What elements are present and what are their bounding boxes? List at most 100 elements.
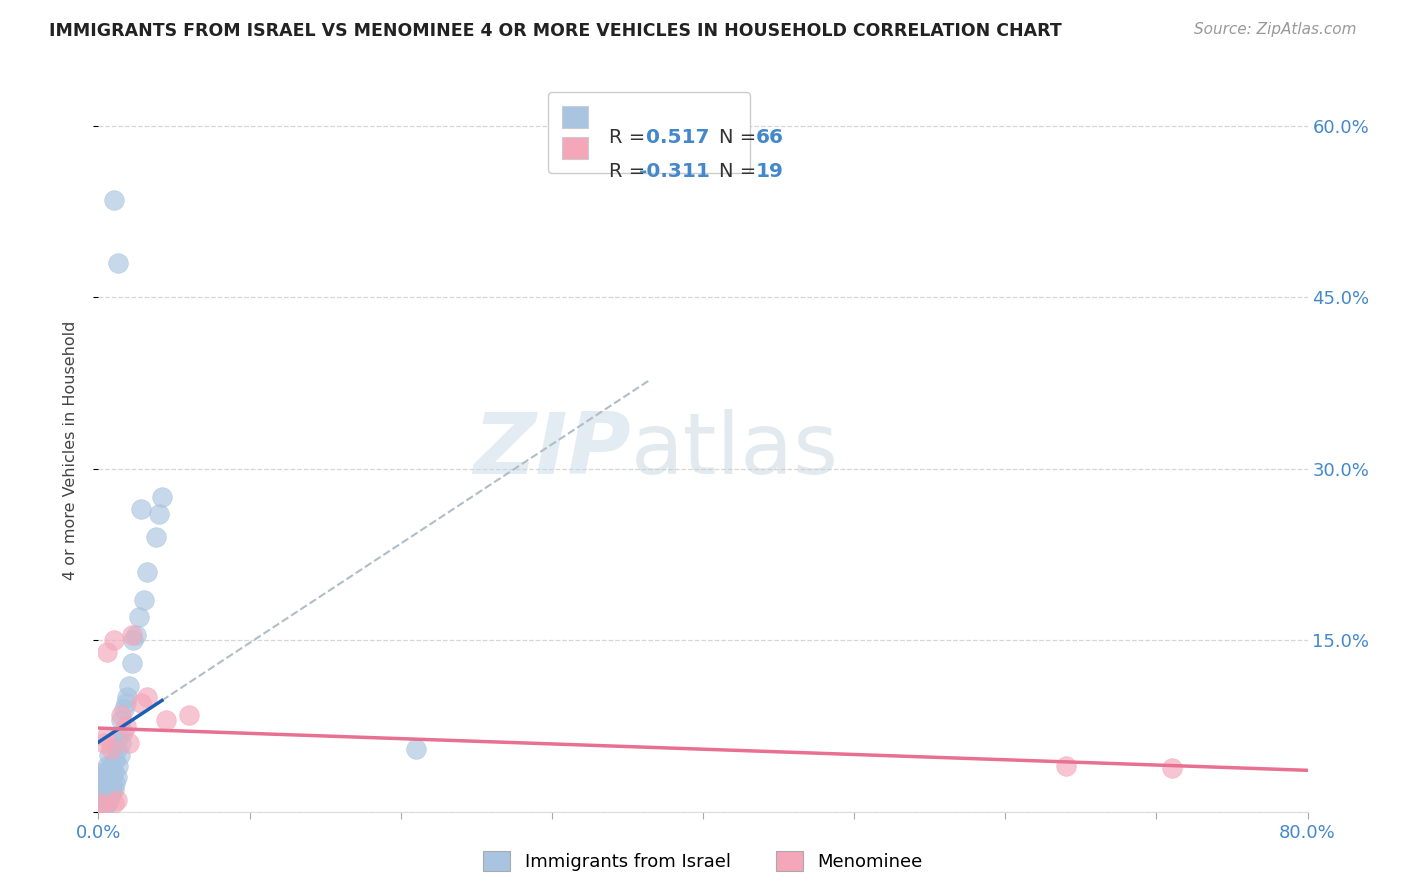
Text: IMMIGRANTS FROM ISRAEL VS MENOMINEE 4 OR MORE VEHICLES IN HOUSEHOLD CORRELATION : IMMIGRANTS FROM ISRAEL VS MENOMINEE 4 OR…: [49, 22, 1062, 40]
Point: [89, 781, 111, 796]
Text: Source: ZipAtlas.com: Source: ZipAtlas.com: [1194, 22, 1357, 37]
Point: [90, 771, 112, 785]
Point: [114, 696, 136, 710]
Text: -0.311: -0.311: [638, 162, 710, 181]
Point: [103, 193, 125, 207]
Point: [96, 772, 118, 787]
Point: [132, 593, 155, 607]
Point: [129, 696, 152, 710]
Text: ZIP: ZIP: [472, 409, 630, 492]
Text: N =: N =: [718, 128, 756, 147]
Point: [101, 784, 124, 798]
Point: [121, 656, 143, 670]
Point: [105, 793, 128, 807]
Point: [90, 801, 112, 815]
Point: [91, 800, 114, 814]
Point: [145, 530, 167, 544]
Point: [93, 736, 115, 750]
Point: [118, 679, 141, 693]
Point: [101, 771, 124, 785]
Point: [107, 731, 129, 745]
Point: [91, 764, 114, 779]
Point: [1054, 759, 1077, 773]
Point: [135, 565, 157, 579]
Y-axis label: 4 or more Vehicles in Household: 4 or more Vehicles in Household: [63, 321, 77, 580]
Point: [115, 690, 138, 705]
Point: [114, 719, 136, 733]
Point: [98, 781, 121, 796]
Point: [129, 501, 152, 516]
Text: N =: N =: [718, 162, 756, 181]
Point: [89, 799, 111, 814]
Point: [105, 742, 128, 756]
Point: [90, 796, 112, 810]
Point: [98, 793, 121, 807]
Point: [93, 781, 115, 796]
Point: [103, 796, 125, 810]
Point: [91, 776, 114, 790]
Point: [122, 633, 145, 648]
Point: [100, 742, 122, 756]
Text: 19: 19: [755, 162, 783, 181]
Point: [148, 508, 170, 522]
Point: [107, 759, 129, 773]
Point: [107, 256, 129, 270]
Point: [405, 742, 427, 756]
Point: [89, 799, 111, 814]
Point: [155, 713, 177, 727]
Point: [111, 724, 134, 739]
Point: [90, 784, 112, 798]
Point: [94, 731, 117, 745]
Point: [150, 491, 173, 505]
Point: [125, 627, 148, 641]
Point: [93, 791, 115, 805]
Point: [91, 786, 114, 800]
Point: [94, 780, 117, 794]
Point: [90, 791, 112, 805]
Point: [89, 788, 111, 802]
Legend: placeholder1, placeholder2: placeholder1, placeholder2: [547, 92, 749, 173]
Point: [94, 764, 117, 779]
Point: [112, 702, 135, 716]
Point: [96, 759, 118, 773]
Legend: Immigrants from Israel, Menominee: Immigrants from Israel, Menominee: [477, 844, 929, 879]
Point: [98, 764, 121, 779]
Point: [90, 796, 112, 810]
Point: [96, 645, 118, 659]
Point: [90, 780, 112, 794]
Point: [100, 759, 122, 773]
Point: [118, 736, 141, 750]
Point: [110, 736, 132, 750]
Point: [121, 627, 143, 641]
Text: atlas: atlas: [630, 409, 838, 492]
Point: [100, 776, 122, 790]
Point: [1160, 761, 1182, 775]
Point: [94, 788, 117, 802]
Point: [100, 788, 122, 802]
Point: [89, 793, 111, 807]
Point: [110, 713, 132, 727]
Text: R =: R =: [609, 162, 645, 181]
Point: [110, 707, 132, 722]
Point: [96, 796, 118, 810]
Point: [179, 707, 201, 722]
Text: R =: R =: [609, 128, 645, 147]
Point: [104, 753, 127, 767]
Point: [93, 771, 115, 785]
Point: [96, 784, 118, 798]
Point: [108, 747, 131, 762]
Point: [103, 781, 125, 796]
Point: [103, 633, 125, 648]
Point: [103, 764, 125, 779]
Point: [135, 690, 157, 705]
Text: 66: 66: [755, 128, 783, 147]
Point: [94, 797, 117, 812]
Point: [104, 776, 127, 790]
Point: [105, 771, 128, 785]
Point: [91, 793, 114, 807]
Point: [93, 799, 115, 814]
Text: 0.517: 0.517: [638, 128, 709, 147]
Point: [89, 776, 111, 790]
Point: [98, 747, 121, 762]
Point: [128, 610, 150, 624]
